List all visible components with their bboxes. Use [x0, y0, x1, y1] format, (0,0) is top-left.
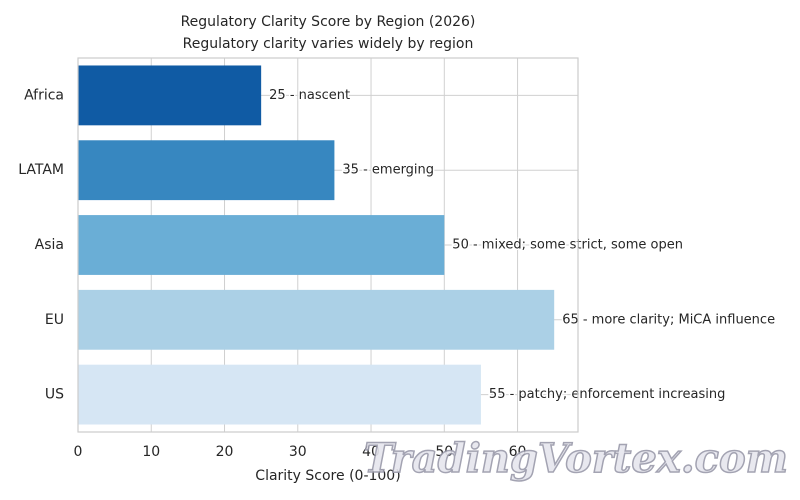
- watermark: TradingVortex.com: [364, 435, 788, 482]
- y-tick-label: LATAM: [18, 162, 64, 178]
- bar: [78, 289, 555, 350]
- y-tick-label: Africa: [24, 87, 64, 103]
- y-tick-label: EU: [45, 312, 64, 328]
- bar: [78, 140, 335, 201]
- x-tick-label: 60: [509, 444, 527, 460]
- value-label: 35 - emerging: [342, 163, 434, 178]
- value-label: 55 - patchy; enforcement increasing: [489, 387, 725, 402]
- x-tick-label: 40: [362, 444, 380, 460]
- x-axis-label: Clarity Score (0-100): [255, 468, 400, 484]
- x-tick-label: 30: [289, 444, 307, 460]
- bar: [78, 364, 481, 425]
- x-tick-label: 0: [74, 444, 83, 460]
- bar: [78, 215, 445, 275]
- y-tick-label: Asia: [35, 237, 64, 253]
- plot-frame: [77, 57, 579, 433]
- chart-subtitle: Regulatory clarity varies widely by regi…: [183, 36, 474, 52]
- x-tick-label: 50: [435, 444, 453, 460]
- y-tick-label: US: [45, 387, 64, 403]
- value-label: 25 - nascent: [269, 88, 350, 103]
- x-tick-label: 20: [216, 444, 234, 460]
- bar: [78, 65, 262, 126]
- value-label: 50 - mixed; some strict, some open: [452, 238, 683, 253]
- x-tick-label: 10: [142, 444, 160, 460]
- value-label: 65 - more clarity; MiCA influence: [562, 312, 775, 327]
- chart-title: Regulatory Clarity Score by Region (2026…: [181, 14, 476, 30]
